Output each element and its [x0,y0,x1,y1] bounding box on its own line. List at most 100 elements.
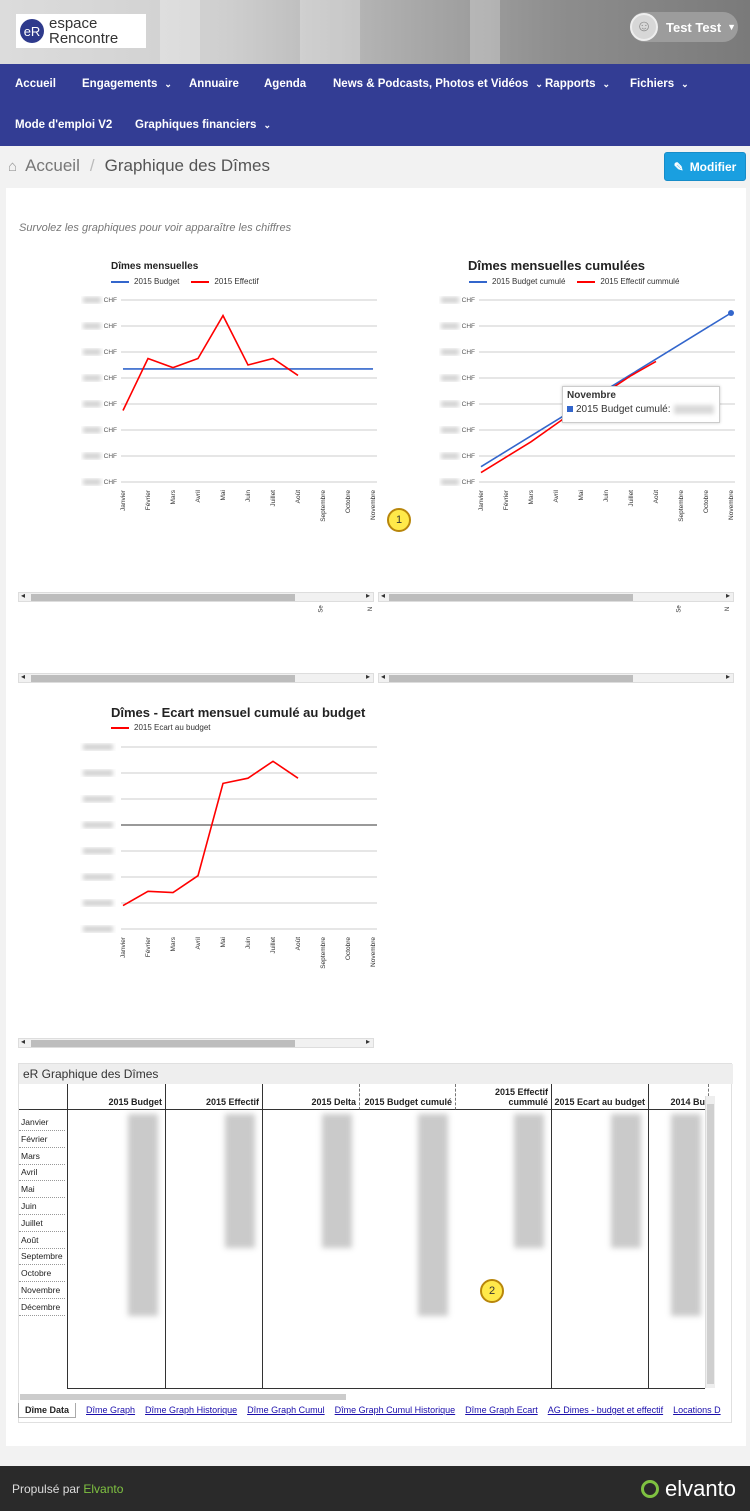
header-background [160,0,200,64]
x-tick-label: Août [295,490,302,504]
blurred-values [322,1114,352,1249]
blurred-values [611,1114,641,1249]
x-tick-label: Juin [245,490,252,502]
nav-item-engagements[interactable]: Engagements ⌄ [82,78,172,90]
nav-label: Agenda [264,78,307,90]
column-header[interactable]: 2015 Budget [68,1084,166,1110]
footer-link[interactable]: Elvanto [83,1482,124,1496]
edit-button[interactable]: ✎ Modifier [664,152,746,181]
user-menu[interactable]: ☺ Test Test ▼ [630,12,738,42]
x-tick-label: Avril [553,489,560,502]
y-value-blurred [441,479,459,485]
column-header[interactable]: 2015 Ecart au budget [552,1084,649,1110]
table-row-label[interactable]: Décembre [19,1299,65,1316]
column-divider [648,1084,649,1389]
scroll-thumb[interactable] [389,594,633,601]
table-row-label[interactable]: Juin [19,1198,65,1215]
clipped-axis-label: N [368,606,375,612]
x-tick-label: Juin [245,937,252,949]
horizontal-scrollbar[interactable]: ◂ ▸ [18,672,374,683]
nav-label: Annuaire [189,78,239,90]
column-header[interactable]: 2014 Bu [649,1084,709,1110]
scroll-left-icon: ◂ [381,672,386,681]
column-header[interactable]: 2015 Budget cumulé [360,1084,456,1110]
x-tick-label: Janvier [120,936,127,958]
x-tick-label: Avril [195,489,202,502]
site-header: eR espace Rencontre ☺ Test Test ▼ [0,0,750,64]
sheet-tab[interactable]: Dîme Graph Ecart [465,1405,538,1415]
scroll-thumb[interactable] [31,1040,295,1047]
chevron-down-icon: ▼ [727,22,737,32]
scroll-thumb[interactable] [31,675,295,682]
nav-item-rapports[interactable]: Rapports ⌄ [545,78,610,90]
table-row-label[interactable]: Avril [19,1164,65,1182]
table-row-label[interactable]: Août [19,1232,65,1249]
legend-label: 2015 Budget [134,277,180,286]
breadcrumb-home[interactable]: Accueil [25,156,80,175]
sheet-tab[interactable]: Dîme Graph Cumul Historique [334,1405,456,1415]
table-row-label[interactable]: Octobre [19,1265,65,1283]
x-tick-label: Octobre [345,937,352,961]
horizontal-scrollbar[interactable]: ◂ ▸ [378,672,734,683]
y-value-blurred [83,874,113,880]
sheet-tab[interactable]: Dîme Graph Historique [145,1405,238,1415]
gap-chart[interactable]: Janvier Février Mars Avril Mai Juin Juillet Aoû… [60,735,380,985]
scroll-right-icon: ▸ [725,591,730,600]
home-icon[interactable]: ⌂ [8,157,18,175]
nav-item-annuaire[interactable]: Annuaire [189,78,239,90]
scroll-left-icon: ◂ [21,672,26,681]
table-row-label[interactable]: Mars [19,1148,65,1165]
tooltip-value-blurred [673,404,714,414]
nav-label: Mode d'emploi V2 [15,119,113,131]
sheet-horizontal-scrollbar[interactable] [20,1394,346,1400]
table-row-label[interactable]: Septembre [19,1248,65,1266]
table-row-label[interactable]: Novembre [19,1282,65,1299]
scroll-thumb[interactable] [389,675,633,682]
breadcrumb: ⌂ Accueil / Graphique des Dîmes [8,156,270,176]
vertical-scrollbar[interactable] [705,1096,715,1388]
nav-item-news[interactable]: News & Podcasts, Photos et Vidéos ⌄ [333,78,543,90]
nav-item-graphiques[interactable]: Graphiques financiers ⌄ [135,119,271,131]
elvanto-logo[interactable]: elvanto [641,1476,736,1502]
column-divider [262,1084,263,1389]
column-divider [551,1084,552,1389]
table-row-label[interactable]: Juillet [19,1215,65,1232]
series-line-2015-effectif [122,313,299,411]
sheet-tab[interactable]: Dîme Data [18,1402,77,1418]
scroll-thumb[interactable] [31,594,295,601]
table-row-label[interactable]: Mai [19,1181,65,1199]
table-row-label[interactable]: Février [19,1131,65,1148]
nav-item-agenda[interactable]: Agenda [264,78,306,90]
chart-legend: 2015 Ecart au budget [111,723,211,732]
horizontal-scrollbar[interactable]: ◂ ▸ [378,591,734,602]
sheet-tab[interactable]: AG Dimes - budget et effectif [547,1405,664,1415]
y-axis-label: CHF [104,427,117,434]
sheet-tab[interactable]: Dîme Graph Cumul [247,1405,325,1415]
nav-item-fichiers[interactable]: Fichiers ⌄ [630,78,689,90]
x-tick-label: Novembre [370,490,377,520]
scroll-thumb[interactable] [707,1104,714,1384]
y-value-blurred [83,848,113,854]
legend-swatch [191,280,210,283]
table-bottom-border [67,1388,705,1389]
logo-line-2: Rencontre [49,30,119,47]
chart-title: Dîmes - Ecart mensuel cumulé au budget [111,705,366,720]
table-row-label[interactable]: Janvier [19,1114,65,1131]
column-header[interactable]: 2015 Effectif [166,1084,263,1110]
blurred-values [671,1114,701,1316]
nav-item-mode-emploi[interactable]: Mode d'emploi V2 [15,119,112,131]
nav-item-accueil[interactable]: Accueil [15,78,56,90]
horizontal-scrollbar[interactable]: ◂ ▸ [18,591,374,602]
clipped-axis-label: N [725,606,732,612]
column-header[interactable]: 2015 Delta [263,1084,360,1110]
blurred-values [128,1114,158,1316]
site-logo[interactable]: eR espace Rencontre [16,14,146,48]
horizontal-scrollbar[interactable]: ◂ ▸ [18,1037,374,1048]
sheet-tab[interactable]: Dîme Graph [86,1405,136,1415]
x-tick-label: Février [503,489,510,510]
sheet-tab[interactable]: Locations D [673,1405,721,1415]
y-value-blurred [83,796,113,802]
column-header[interactable]: 2015 Effectif cummulé [456,1084,552,1110]
